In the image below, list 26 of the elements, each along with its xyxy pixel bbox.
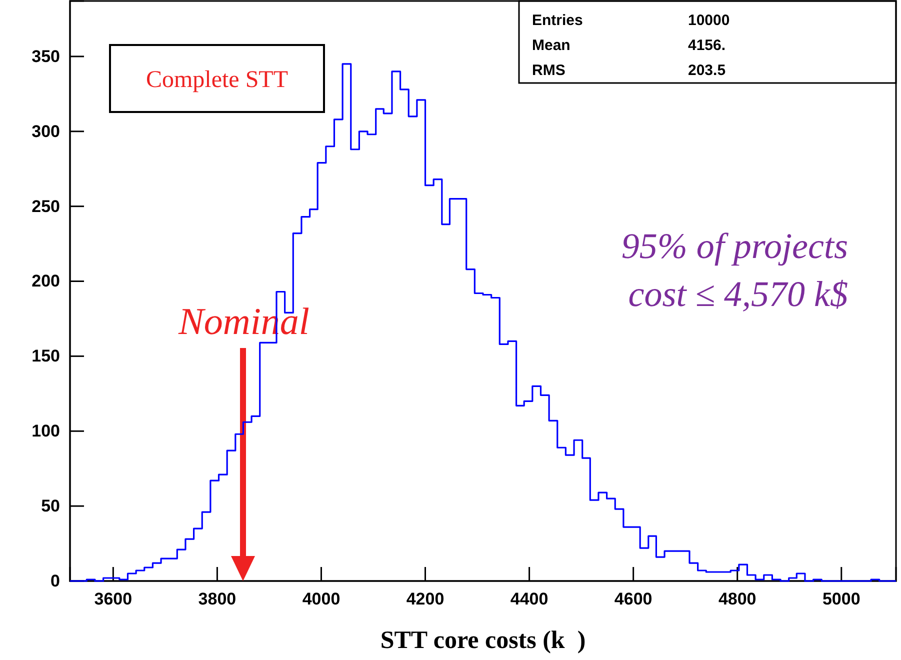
- annotation: Complete STT: [146, 67, 288, 93]
- x-tick-label: 3800: [198, 589, 236, 608]
- annotation: 10000: [688, 12, 730, 29]
- annotation: 203.5: [688, 62, 726, 79]
- annotation: cost ≤ 4,570 k$: [628, 274, 848, 314]
- annotation: 4156.: [688, 37, 726, 54]
- annotation: RMS: [532, 62, 566, 79]
- annotation: Entries: [532, 12, 583, 29]
- y-tick-label: 300: [32, 122, 60, 141]
- y-tick-label: 200: [32, 272, 60, 291]
- x-tick-label: 4200: [406, 589, 444, 608]
- y-tick-label: 350: [32, 46, 60, 66]
- x-tick-label: 4400: [510, 589, 548, 608]
- x-tick-label: 4800: [718, 589, 756, 608]
- x-tick-label: 4600: [614, 589, 652, 608]
- x-tick-label: 5000: [822, 589, 860, 608]
- y-tick-label: 250: [32, 196, 60, 216]
- y-tick-label: 50: [41, 496, 60, 516]
- x-tick-label: 3600: [94, 589, 132, 608]
- annotation: 95% of projects: [621, 226, 848, 266]
- annotation: Mean: [532, 37, 570, 54]
- y-tick-label: 100: [32, 422, 60, 441]
- y-tick-label: 0: [50, 571, 60, 590]
- x-axis-title: STT core costs (k ): [380, 627, 586, 654]
- y-tick-label: 150: [32, 346, 60, 366]
- x-tick-label: 4000: [302, 589, 340, 608]
